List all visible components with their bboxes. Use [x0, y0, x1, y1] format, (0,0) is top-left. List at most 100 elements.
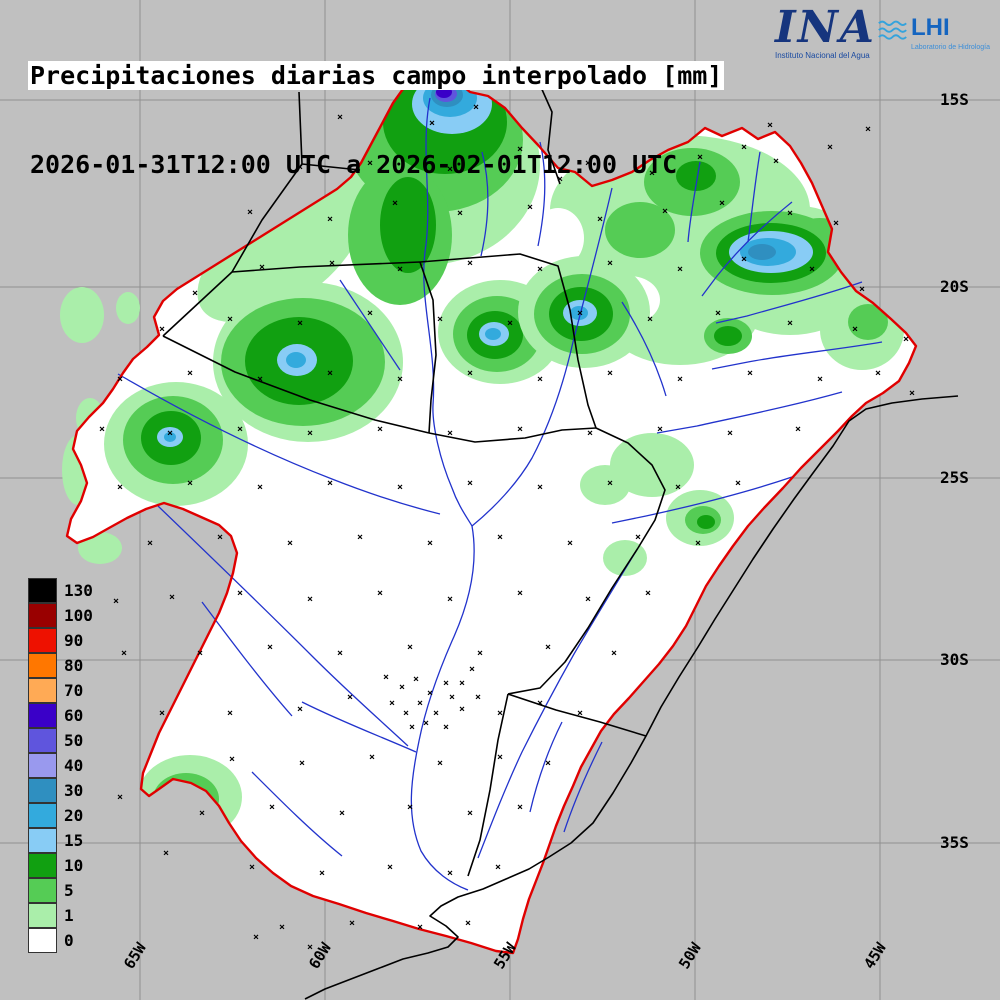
- station-mark: ×: [537, 698, 543, 709]
- station-mark: ×: [735, 478, 741, 489]
- station-mark: ×: [287, 538, 293, 549]
- station-mark: ×: [537, 482, 543, 493]
- station-mark: ×: [467, 478, 473, 489]
- station-mark: ×: [607, 258, 613, 269]
- station-mark: ×: [467, 368, 473, 379]
- legend-value: 80: [64, 656, 84, 675]
- station-mark: ×: [113, 596, 119, 607]
- legend-swatch: [28, 903, 57, 928]
- station-mark: ×: [377, 588, 383, 599]
- station-mark: ×: [585, 158, 591, 169]
- station-mark: ×: [377, 424, 383, 435]
- legend-value: 70: [64, 681, 84, 700]
- ina-logo: INA Instituto Nacional del Agua LHI Labo…: [775, 2, 990, 60]
- station-mark: ×: [159, 708, 165, 719]
- station-mark: ×: [697, 152, 703, 163]
- station-mark: ×: [747, 368, 753, 379]
- legend-swatch: [28, 778, 57, 803]
- legend-value: 1: [64, 906, 74, 925]
- station-mark: ×: [649, 168, 655, 179]
- station-mark: ×: [253, 932, 259, 943]
- legend-swatch: [28, 853, 57, 878]
- legend-value: 0: [64, 931, 74, 950]
- station-mark: ×: [787, 208, 793, 219]
- station-mark: ×: [417, 922, 423, 933]
- legend-row: 0: [28, 928, 93, 953]
- station-mark: ×: [99, 424, 105, 435]
- station-mark: ×: [339, 808, 345, 819]
- station-mark: ×: [497, 752, 503, 763]
- station-mark: ×: [645, 588, 651, 599]
- rivers: [117, 97, 883, 891]
- station-mark: ×: [307, 942, 313, 953]
- station-mark: ×: [517, 424, 523, 435]
- station-mark: ×: [459, 678, 465, 689]
- station-mark: ×: [299, 758, 305, 769]
- legend-swatch: [28, 653, 57, 678]
- station-mark: ×: [607, 478, 613, 489]
- station-mark: ×: [469, 664, 475, 675]
- station-mark: ×: [517, 144, 523, 155]
- legend-value: 30: [64, 781, 84, 800]
- station-mark: ×: [403, 708, 409, 719]
- station-mark: ×: [237, 424, 243, 435]
- station-mark: ×: [597, 214, 603, 225]
- station-mark: ×: [507, 318, 513, 329]
- latitude-label: 35S: [940, 833, 969, 852]
- lhi-logo-acronym: LHI: [911, 14, 950, 41]
- legend: 130 100 90 80 70 60 50 40 30 20 15 10 5 1 0: [28, 578, 93, 953]
- station-mark: ×: [267, 642, 273, 653]
- station-mark: ×: [169, 592, 175, 603]
- station-mark: ×: [809, 264, 815, 275]
- station-mark: ×: [217, 532, 223, 543]
- station-mark: ×: [677, 374, 683, 385]
- station-mark: ×: [477, 648, 483, 659]
- station-mark: ×: [147, 538, 153, 549]
- latitude-label: 25S: [940, 468, 969, 487]
- longitude-label: 65W: [120, 939, 150, 972]
- station-mark: ×: [675, 482, 681, 493]
- station-mark: ×: [237, 588, 243, 599]
- station-mark: ×: [577, 308, 583, 319]
- legend-value: 20: [64, 806, 84, 825]
- station-mark: ×: [397, 264, 403, 275]
- station-mark: ×: [397, 374, 403, 385]
- station-mark: ×: [635, 532, 641, 543]
- station-mark: ×: [307, 428, 313, 439]
- station-mark: ×: [197, 648, 203, 659]
- station-mark: ×: [117, 482, 123, 493]
- station-mark: ×: [383, 672, 389, 683]
- legend-swatch: [28, 678, 57, 703]
- station-mark: ×: [607, 368, 613, 379]
- legend-row: 80: [28, 653, 93, 678]
- station-mark: ×: [715, 308, 721, 319]
- ina-logo-acronym: INA: [775, 2, 876, 53]
- legend-row: 100: [28, 603, 93, 628]
- legend-value: 100: [64, 606, 93, 625]
- latitude-label: 20S: [940, 277, 969, 296]
- station-mark: ×: [349, 918, 355, 929]
- station-mark: ×: [357, 532, 363, 543]
- station-mark: ×: [545, 758, 551, 769]
- legend-row: 5: [28, 878, 93, 903]
- latitude-label: 30S: [940, 650, 969, 669]
- station-mark: ×: [247, 207, 253, 218]
- station-mark: ×: [443, 678, 449, 689]
- legend-swatch: [28, 728, 57, 753]
- legend-swatch: [28, 578, 57, 603]
- legend-value: 10: [64, 856, 84, 875]
- station-mark: ×: [409, 722, 415, 733]
- station-mark: ×: [865, 124, 871, 135]
- station-mark: ×: [307, 594, 313, 605]
- legend-row: 50: [28, 728, 93, 753]
- station-mark: ×: [719, 198, 725, 209]
- station-mark: ×: [537, 374, 543, 385]
- station-mark: ×: [727, 428, 733, 439]
- station-mark: ×: [367, 158, 373, 169]
- station-mark: ×: [121, 648, 127, 659]
- station-mark: ×: [585, 594, 591, 605]
- station-mark: ×: [427, 538, 433, 549]
- station-mark: ×: [167, 428, 173, 439]
- country-borders: [162, 75, 959, 1000]
